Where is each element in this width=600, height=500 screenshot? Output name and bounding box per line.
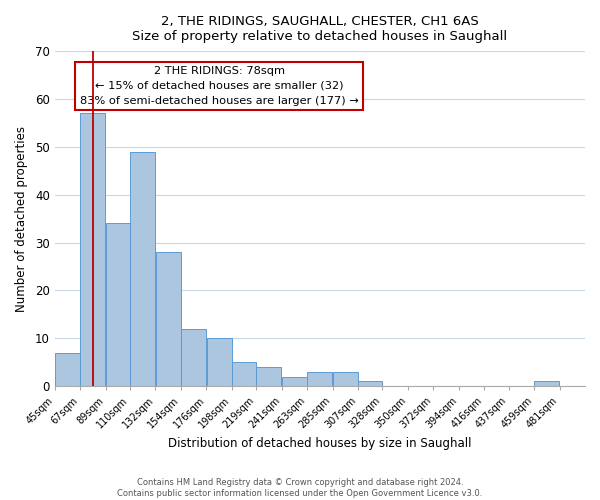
Bar [282,376,307,386]
Bar [130,152,155,386]
Bar [80,114,106,386]
Title: 2, THE RIDINGS, SAUGHALL, CHESTER, CH1 6AS
Size of property relative to detached: 2, THE RIDINGS, SAUGHALL, CHESTER, CH1 6… [132,15,508,43]
Bar [358,382,382,386]
Bar [232,362,256,386]
Bar [333,372,358,386]
Bar [181,328,206,386]
Bar [55,352,80,386]
Bar [156,252,181,386]
Bar [256,367,281,386]
Text: 2 THE RIDINGS: 78sqm
← 15% of detached houses are smaller (32)
83% of semi-detac: 2 THE RIDINGS: 78sqm ← 15% of detached h… [80,66,358,106]
Bar [206,338,232,386]
Y-axis label: Number of detached properties: Number of detached properties [15,126,28,312]
Bar [535,382,559,386]
Bar [307,372,332,386]
X-axis label: Distribution of detached houses by size in Saughall: Distribution of detached houses by size … [168,437,472,450]
Text: Contains HM Land Registry data © Crown copyright and database right 2024.
Contai: Contains HM Land Registry data © Crown c… [118,478,482,498]
Bar [106,224,130,386]
